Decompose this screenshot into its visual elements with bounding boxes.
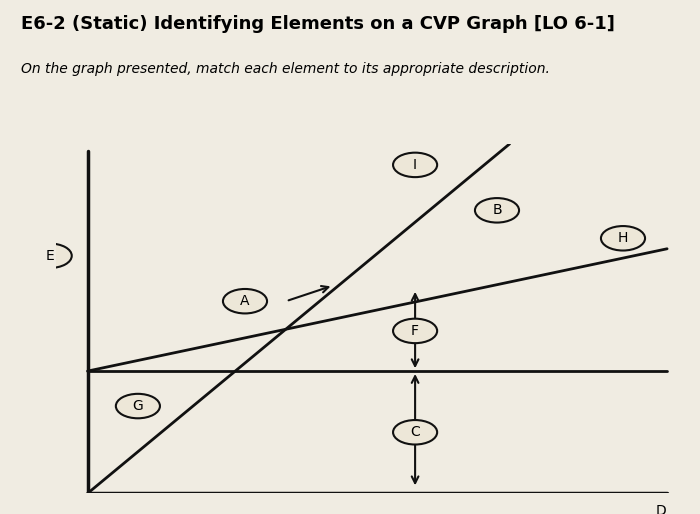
- Text: A: A: [240, 294, 250, 308]
- Circle shape: [475, 198, 519, 223]
- Text: C: C: [410, 425, 420, 439]
- Text: On the graph presented, match each element to its appropriate description.: On the graph presented, match each eleme…: [21, 62, 550, 76]
- Circle shape: [393, 153, 437, 177]
- Text: E6-2 (Static) Identifying Elements on a CVP Graph [LO 6-1]: E6-2 (Static) Identifying Elements on a …: [21, 15, 615, 33]
- Circle shape: [28, 244, 71, 268]
- Text: I: I: [413, 158, 417, 172]
- Circle shape: [393, 319, 437, 343]
- Text: E: E: [46, 249, 54, 263]
- Circle shape: [223, 289, 267, 314]
- Text: D: D: [655, 504, 666, 514]
- Circle shape: [601, 226, 645, 250]
- Text: B: B: [492, 204, 502, 217]
- Text: H: H: [618, 231, 628, 245]
- Text: F: F: [411, 324, 419, 338]
- Text: G: G: [132, 399, 144, 413]
- Circle shape: [638, 499, 682, 514]
- Circle shape: [393, 420, 437, 445]
- Circle shape: [116, 394, 160, 418]
